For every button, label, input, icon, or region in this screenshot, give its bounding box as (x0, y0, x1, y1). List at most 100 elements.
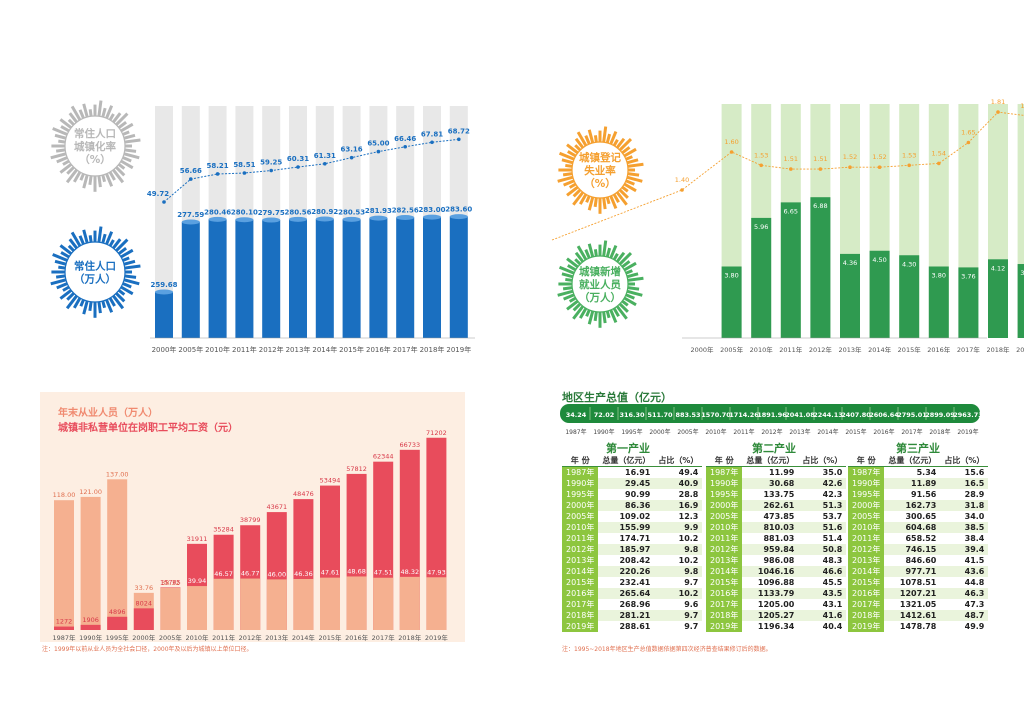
share-cell: 49.9 (940, 621, 989, 632)
rate-point (680, 188, 684, 192)
gdp-year: 2013年 (789, 428, 810, 436)
x-tick-label: 2011年 (779, 345, 803, 354)
badge-ray (70, 231, 83, 249)
employment-bar (928, 266, 949, 338)
badge-ray (558, 151, 577, 162)
gdp-year: 2017年 (901, 428, 922, 436)
badge-ray (608, 130, 618, 147)
total-cell: 268.96 (598, 599, 655, 610)
gdp-value: 1570.70 (701, 411, 731, 419)
table-row: 2017年 268.96 9.6 (562, 599, 703, 610)
rate-label: 66.46 (394, 135, 416, 143)
employee-label: 46.57 (214, 570, 233, 578)
population-label: 280.46 (204, 208, 231, 216)
badge-ray (587, 243, 595, 260)
share-cell: 41.5 (940, 555, 989, 566)
badge-ray (608, 244, 618, 261)
badge-ray (59, 287, 74, 300)
badge-text: （%） (79, 153, 111, 166)
gdp-year: 2019年 (957, 428, 978, 436)
employment-label: 3.76 (961, 272, 975, 280)
rate-label: 1.54 (932, 149, 946, 157)
rate-label: 60.31 (287, 155, 309, 163)
x-tick-label: 2014年 (868, 345, 892, 354)
total-cell: 746.15 (884, 544, 941, 555)
rate-label: 68.72 (448, 127, 470, 135)
rate-point (162, 200, 166, 204)
rate-label: 56.66 (180, 167, 202, 175)
table-row: 2017年 1205.00 43.1 (706, 599, 847, 610)
share-cell: 34.0 (940, 511, 989, 522)
badge-ray (104, 297, 114, 313)
total-cell: 658.52 (884, 533, 941, 544)
x-tick-label: 2012年 (809, 345, 833, 354)
x-tick-label: 2013年 (838, 345, 862, 354)
share-cell: 47.3 (940, 599, 989, 610)
table-row: 1987年 5.34 15.6 (848, 466, 989, 478)
year-cell: 2013年 (848, 555, 885, 566)
employee-bar (213, 578, 234, 630)
bar-cap (342, 216, 361, 222)
table-row: 2005年 109.02 12.3 (562, 511, 703, 522)
table-row: 2012年 746.15 39.4 (848, 544, 989, 555)
table-row: 2011年 174.71 10.2 (562, 533, 703, 544)
bar-cap (235, 217, 254, 223)
share-cell: 38.4 (940, 533, 989, 544)
rate-point (729, 150, 734, 154)
total-cell: 16.91 (598, 466, 655, 478)
employee-label: 39.94 (188, 577, 207, 585)
rate-label: 1.51 (784, 155, 798, 163)
gdp-year: 1995年 (621, 428, 642, 436)
year-cell: 2017年 (562, 599, 599, 610)
total-cell: 1205.27 (742, 610, 799, 621)
table-row: 2018年 281.21 9.7 (562, 610, 703, 621)
population-bar (155, 292, 173, 338)
rate-point (215, 172, 220, 176)
table-row: 1990年 29.45 40.9 (562, 478, 703, 489)
gdp-value: 2606.64 (869, 411, 899, 419)
table-header: 总量（亿元） (742, 455, 799, 467)
badge-ray (121, 151, 140, 160)
gdp-note: 注：1995~2018年地区生产总值数据依据第四次经济普查结果修订后的数据。 (562, 646, 772, 653)
total-cell: 262.61 (742, 500, 799, 511)
gdp-year: 2000年 (649, 428, 670, 436)
employment-label: 5.96 (754, 223, 768, 231)
badge-ray (82, 229, 90, 246)
year-cell: 1990年 (706, 478, 743, 489)
share-cell: 28.8 (654, 489, 703, 500)
badge-text: （万人） (74, 273, 116, 286)
wage-x-axis: 1987年 1990年 1995年 2000年 2005年 2010年 2011年 2012年… (52, 633, 448, 642)
population-label: 281.93 (365, 207, 392, 215)
share-cell: 40.4 (798, 621, 847, 632)
table-row: 2019年 288.61 9.7 (562, 621, 703, 632)
badge-ray (572, 303, 586, 320)
year-cell: 1995年 (848, 489, 885, 500)
total-cell: 208.42 (598, 555, 655, 566)
rate-point (242, 171, 247, 175)
share-cell: 28.9 (940, 489, 989, 500)
table-row: 2010年 810.03 51.6 (706, 522, 847, 533)
total-cell: 1207.21 (884, 588, 941, 599)
total-cell: 220.26 (598, 566, 655, 577)
rate-label: 1.65 (961, 129, 975, 137)
rate-label: 1.79 (1020, 102, 1024, 110)
badge-circle (571, 255, 629, 313)
badge-text: （%） (584, 177, 616, 190)
employment-x-axis: 2000年 2005年 2010年 2011年 2012年 2013年 2014年 2015年… (682, 337, 1024, 354)
population-bar (369, 218, 388, 338)
wage-label: 43671 (266, 503, 287, 511)
rate-point (996, 110, 1000, 114)
rate-point (269, 168, 274, 173)
employment-bar (958, 267, 979, 338)
total-cell: 1412.61 (884, 610, 941, 621)
secondary-title: 第二产业 (752, 442, 796, 455)
share-cell: 42.6 (798, 478, 847, 489)
gdp-year: 1987年 (565, 428, 586, 436)
wage-label: 62344 (373, 453, 394, 461)
x-tick-label: 2017年 (957, 345, 981, 354)
gdp-value: 1891.96 (757, 411, 787, 419)
employee-bar (80, 496, 101, 630)
x-tick-label: 2011年 (232, 345, 257, 354)
